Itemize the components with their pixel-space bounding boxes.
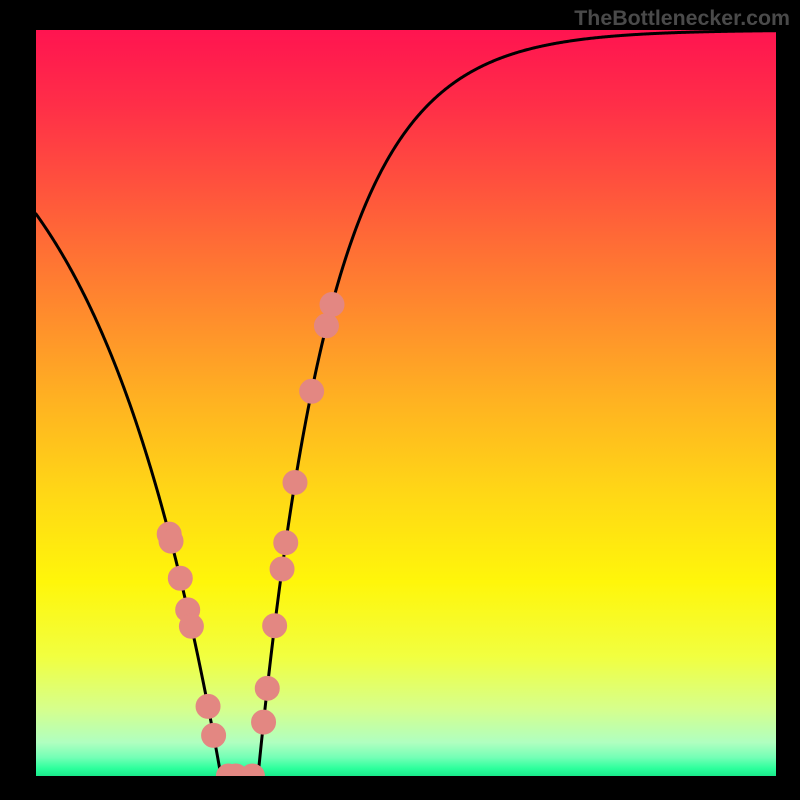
data-marker: [270, 557, 294, 581]
chart-stage: TheBottlenecker.com: [0, 0, 800, 800]
plot-area-gradient: [36, 30, 776, 776]
data-marker: [320, 292, 344, 316]
data-marker: [314, 314, 338, 338]
data-marker: [168, 566, 192, 590]
data-marker: [300, 379, 324, 403]
data-marker: [196, 694, 220, 718]
data-marker: [263, 614, 287, 638]
watermark-text: TheBottlenecker.com: [574, 6, 790, 31]
data-marker: [159, 529, 183, 553]
data-marker: [252, 710, 276, 734]
data-marker: [255, 676, 279, 700]
chart-svg: [0, 0, 800, 800]
data-marker: [179, 614, 203, 638]
data-marker: [274, 531, 298, 555]
data-marker: [202, 723, 226, 747]
data-marker: [283, 470, 307, 494]
